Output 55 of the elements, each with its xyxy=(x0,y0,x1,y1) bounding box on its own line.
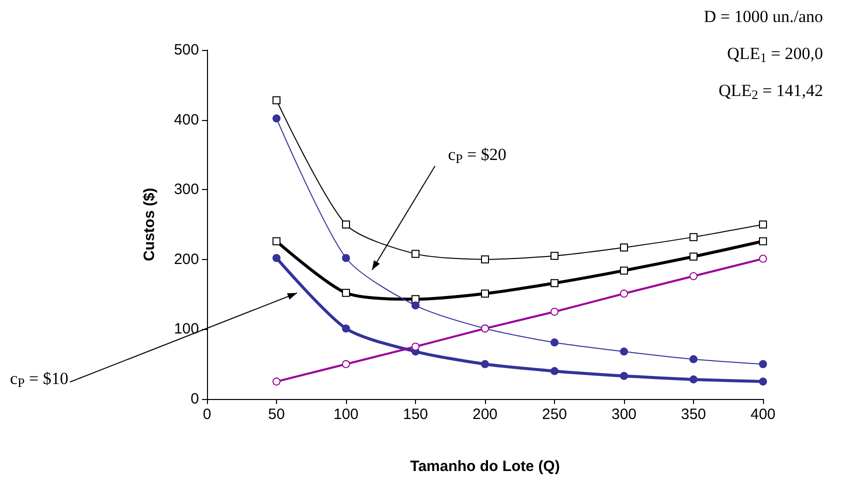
point xyxy=(690,272,698,280)
y-tick-label: 200 xyxy=(174,250,199,268)
point xyxy=(412,295,420,304)
x-tick-label: 0 xyxy=(202,406,212,423)
x-tick-label: 50 xyxy=(268,406,285,423)
point xyxy=(272,378,280,386)
x-tick-label: 300 xyxy=(611,406,637,423)
y-axis-title: Custos ($) xyxy=(141,188,158,262)
point xyxy=(759,378,767,386)
point xyxy=(412,301,420,310)
x-axis-title: Tamanho do Lote (Q) xyxy=(410,458,560,475)
point xyxy=(412,342,420,351)
point xyxy=(272,254,280,262)
point xyxy=(481,255,489,264)
y-tick-label: 400 xyxy=(174,111,199,128)
point xyxy=(690,233,698,242)
x-tick-label: 100 xyxy=(333,406,359,423)
y-tick-label: 100 xyxy=(174,320,199,338)
point xyxy=(620,348,628,356)
x-tick-label: 150 xyxy=(402,406,428,423)
text: D = 1000 un./ano xyxy=(704,7,824,26)
point xyxy=(342,220,350,228)
point xyxy=(342,324,350,332)
point xyxy=(272,237,280,246)
point xyxy=(690,252,698,261)
point xyxy=(620,290,628,298)
point xyxy=(620,372,628,380)
point xyxy=(481,360,489,368)
point xyxy=(550,279,558,288)
point xyxy=(620,266,628,275)
point xyxy=(759,237,767,246)
point xyxy=(342,288,350,297)
x-tick-label: 350 xyxy=(680,406,706,423)
point xyxy=(412,250,420,258)
y-tick-label: 500 xyxy=(174,42,199,58)
point xyxy=(550,338,558,346)
x-tick-label: 250 xyxy=(542,406,568,423)
point xyxy=(481,290,489,298)
point xyxy=(759,254,767,263)
point xyxy=(690,355,698,364)
point xyxy=(550,252,558,260)
x-tick-label: 400 xyxy=(750,406,776,423)
point xyxy=(759,220,767,228)
point xyxy=(342,360,350,368)
point xyxy=(759,360,767,368)
point xyxy=(690,375,698,384)
y-tick-label: 300 xyxy=(174,181,199,198)
point xyxy=(550,367,558,376)
point xyxy=(550,308,558,316)
x-tick-label: 200 xyxy=(472,406,498,423)
point xyxy=(620,244,628,252)
point xyxy=(272,96,280,104)
point xyxy=(272,114,280,122)
point xyxy=(342,254,350,262)
y-tick-label: 0 xyxy=(190,390,199,408)
